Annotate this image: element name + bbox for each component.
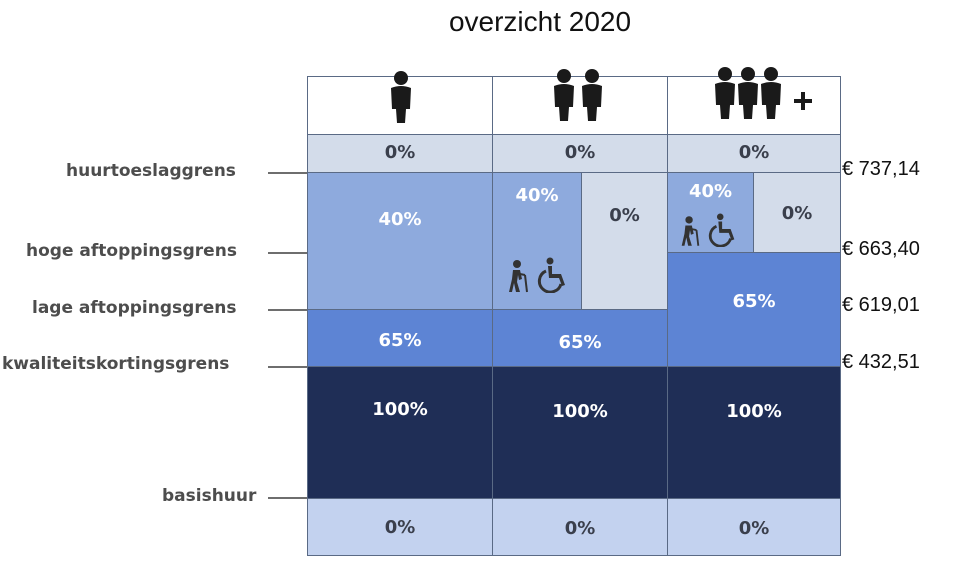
price-huurtoeslaggrens: € 737,14	[842, 158, 920, 180]
col2-65-cell: 65%	[492, 309, 668, 367]
col1-top-cell: 0%	[307, 134, 493, 173]
label-lage-aftoppingsgrens: lage aftoppingsgrens	[32, 298, 237, 318]
col3-elderly-disabled-cell: 40%	[667, 172, 754, 253]
col2-top-cell: 0%	[492, 134, 668, 173]
col2-other-cell: 0%	[581, 172, 668, 310]
elderly-person-icon	[681, 216, 700, 246]
price-lage-aftoppingsgrens: € 619,01	[842, 294, 920, 316]
price-kwaliteitskortingsgrens: € 432,51	[842, 351, 920, 373]
label-huurtoeslaggrens: huurtoeslaggrens	[66, 161, 236, 181]
col1-40-cell: 40%	[307, 172, 493, 310]
label-kwaliteitskortingsgrens: kwaliteitskortingsgrens	[2, 354, 230, 374]
label-basishuur: basishuur	[162, 486, 257, 506]
col1-base-cell: 0%	[307, 498, 493, 556]
wheelchair-icon	[708, 213, 735, 247]
label-hoge-aftoppingsgrens: hoge aftoppingsgrens	[26, 241, 237, 261]
wheelchair-icon	[537, 257, 565, 293]
col2-100-cell: 100%	[492, 366, 668, 499]
elderly-person-icon	[509, 260, 528, 293]
col2-elderly-disabled-cell: 40%	[492, 172, 582, 310]
col3-100-cell: 100%	[667, 366, 841, 499]
line-basishuur	[268, 497, 308, 499]
page-title: overzicht 2020	[448, 6, 632, 37]
col3-other-cell: 0%	[753, 172, 841, 253]
price-hoge-aftoppingsgrens: € 663,40	[842, 238, 920, 260]
col1-100-cell: 100%	[307, 366, 493, 499]
col3-base-cell: 0%	[667, 498, 841, 556]
one-person-icon	[391, 71, 411, 123]
header-one-person	[307, 71, 493, 135]
two-persons-icon	[554, 69, 602, 121]
header-two-persons	[492, 69, 668, 135]
three-plus-persons-icon	[715, 67, 812, 119]
col2-base-cell: 0%	[492, 498, 668, 556]
header-three-plus-persons	[667, 67, 841, 135]
col3-top-cell: 0%	[667, 134, 841, 173]
col1-65-cell: 65%	[307, 309, 493, 367]
col3-65-cell: 65%	[667, 252, 841, 367]
